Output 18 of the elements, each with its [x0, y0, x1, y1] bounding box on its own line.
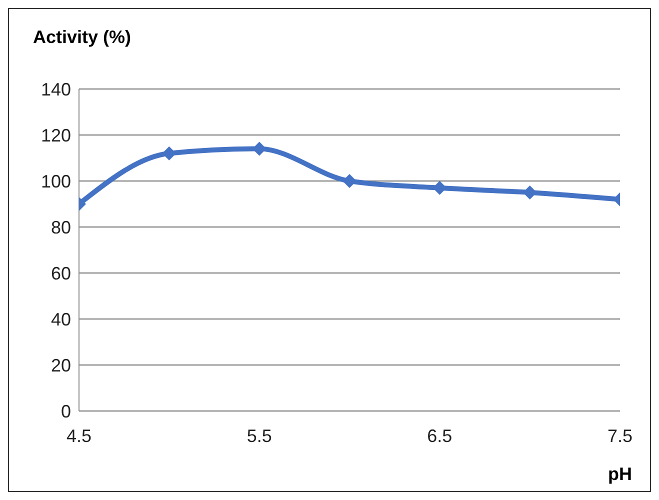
point	[342, 174, 356, 188]
y-tick-label: 40	[50, 309, 71, 330]
y-axis-title: Activity (%)	[33, 27, 132, 48]
y-tick-label: 20	[50, 355, 71, 376]
x-tick-label: 4.5	[66, 426, 92, 446]
x-tick-label: 5.5	[246, 426, 272, 446]
y-tick-label: 0	[60, 401, 71, 422]
point	[522, 186, 537, 200]
x-tick-label: 7.5	[607, 426, 633, 446]
y-tick-label: 100	[40, 171, 71, 192]
point	[162, 146, 176, 160]
point	[432, 180, 447, 195]
x-axis-title: pH	[608, 464, 632, 485]
y-tick-label: 140	[40, 79, 71, 100]
y-tick-label: 80	[50, 217, 71, 238]
y-tick-label: 120	[40, 125, 71, 146]
x-tick-label: 6.5	[427, 426, 452, 446]
y-tick-label: 60	[50, 263, 71, 284]
